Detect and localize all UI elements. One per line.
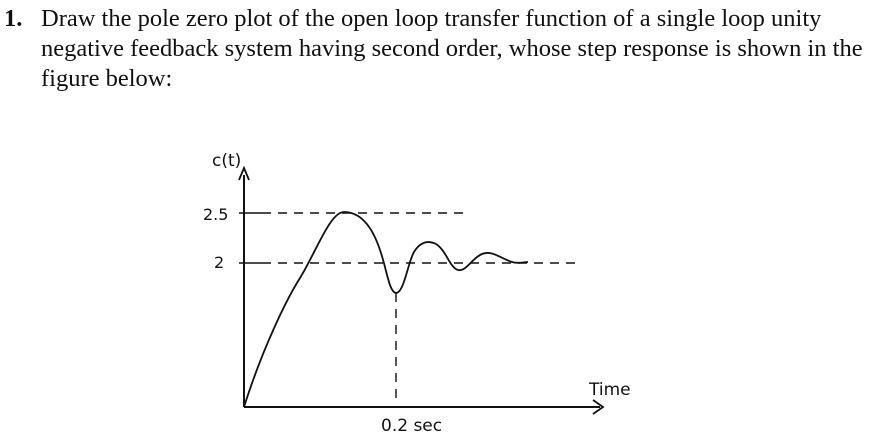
y-axis-label: c(t): [212, 151, 241, 171]
y-axis-arrowhead: [238, 165, 250, 181]
x-axis-label: Time: [588, 380, 631, 400]
y-tick-label-peak: 2.5: [203, 205, 228, 224]
question-number: 1.: [4, 5, 23, 32]
step-response-curve: [243, 211, 529, 408]
x-axis-arrowhead: [592, 399, 605, 415]
peak-time-label: 0.2 sec: [381, 416, 442, 436]
y-tick-label-final: 2: [214, 253, 224, 272]
question-text: Draw the pole zero plot of the open loop…: [41, 5, 863, 92]
